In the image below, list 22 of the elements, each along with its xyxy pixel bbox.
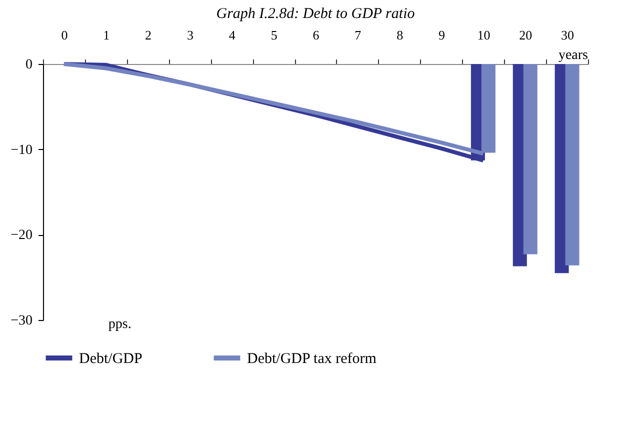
y-tick-label: −20 [10,228,32,244]
y-tick-label: 0 [26,58,32,72]
x-tick-label: 1 [103,28,110,42]
x-tick-label: 20 [519,28,532,42]
x-tick-label: 2 [145,28,152,42]
x-tick-label: 7 [354,28,362,42]
x-tick-label: 0 [61,28,68,42]
x-tick-label: 8 [396,28,404,42]
x-tick-label: 3 [186,28,194,42]
y-tick-label: −10 [10,142,32,158]
x-tick-label: 4 [228,28,236,42]
x-tick-label: 9 [438,28,446,42]
annotation: pps. [108,316,132,332]
x-tick-label: 30 [561,28,574,42]
x-tick-label: 10 [477,28,490,42]
text: years [558,48,588,63]
x-tick-label: 5 [270,28,278,42]
y-tick-label: −30 [10,314,32,328]
chart-title: Graph I.2.8d: Debt to GDP ratio [216,6,416,22]
legend-label: Debt/GDP tax reform [247,351,377,367]
legend-label: Debt/GDP [79,351,142,367]
x-tick-label: 6 [312,28,320,42]
